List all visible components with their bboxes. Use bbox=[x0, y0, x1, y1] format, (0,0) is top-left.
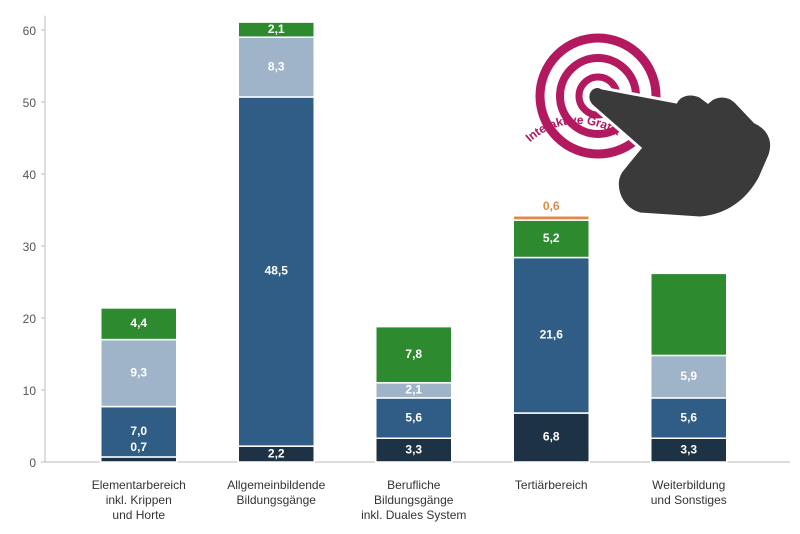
bar-segment bbox=[100, 456, 178, 463]
bar-segment bbox=[512, 256, 590, 414]
x-tick-label-line: inkl. Krippen bbox=[106, 493, 172, 507]
data-label: 9,3 bbox=[130, 365, 147, 379]
data-label: 48,5 bbox=[265, 264, 289, 278]
bar-segment bbox=[650, 272, 728, 357]
data-label: 5,6 bbox=[680, 410, 697, 424]
data-label: 2,1 bbox=[405, 383, 422, 397]
data-label: 4,4 bbox=[130, 316, 147, 330]
bar-segment bbox=[237, 21, 315, 38]
y-tick-label: 30 bbox=[23, 240, 37, 254]
y-tick-label: 0 bbox=[29, 456, 36, 470]
x-tick-label: Weiterbildung und Sonstiges bbox=[651, 478, 727, 507]
data-label: 7,0 bbox=[130, 424, 147, 438]
x-tick-label-line: Tertiärbereich bbox=[515, 478, 588, 492]
hand-icon[interactable] bbox=[586, 85, 774, 220]
x-tick-label: Tertiärbereich bbox=[515, 478, 588, 492]
x-tick-label-line: Weiterbildung bbox=[652, 478, 725, 492]
x-tick-label: Allgemeinbildende Bildungsgänge bbox=[227, 478, 325, 507]
y-tick-label: 50 bbox=[23, 96, 37, 110]
x-tick-label-line: Allgemeinbildende bbox=[227, 478, 325, 492]
x-tick-label: Elementarbereich inkl. Krippen und Horte bbox=[92, 478, 186, 522]
x-tick-label: Berufliche Bildungsgänge inkl. Duales Syst… bbox=[361, 478, 466, 522]
data-label: 5,6 bbox=[405, 410, 422, 424]
data-label: 5,2 bbox=[543, 231, 560, 245]
bar-segment bbox=[512, 412, 590, 463]
y-tick-label: 60 bbox=[23, 24, 37, 38]
y-tick-label: 40 bbox=[23, 168, 37, 182]
bar-segment bbox=[375, 325, 453, 384]
interactive-badge[interactable]: Interaktive Grafik bbox=[470, 33, 774, 220]
data-label: 7,8 bbox=[405, 347, 422, 361]
x-tick-label-line: und Sonstiges bbox=[651, 493, 727, 507]
x-tick-label-line: inkl. Duales System bbox=[361, 508, 466, 522]
data-label: 3,3 bbox=[680, 442, 697, 456]
data-label: 0,7 bbox=[130, 440, 147, 454]
x-tick-label-line: Bildungsgänge bbox=[237, 493, 317, 507]
bar-segment bbox=[100, 338, 178, 408]
data-label: 21,6 bbox=[540, 327, 564, 341]
data-label: 2,1 bbox=[268, 22, 285, 36]
data-label: 2,2 bbox=[268, 446, 285, 460]
data-label: 6,8 bbox=[543, 430, 560, 444]
data-label: 5,9 bbox=[680, 369, 697, 383]
bar-segment bbox=[650, 354, 728, 399]
bar-segment bbox=[237, 36, 315, 98]
bar-segment bbox=[375, 397, 453, 439]
x-tick-label-line: Berufliche bbox=[387, 478, 441, 492]
data-label: 8,3 bbox=[268, 59, 285, 73]
bar-segment bbox=[512, 215, 590, 221]
target-ring[interactable] bbox=[535, 33, 661, 159]
bar-segment bbox=[512, 219, 590, 259]
plot-area: 0 10 20 30 40 50 60 Elementarbereich inkl. Kripp… bbox=[23, 15, 790, 522]
data-label: 3,3 bbox=[405, 442, 422, 456]
data-label: 0,6 bbox=[543, 199, 560, 213]
y-tick-label: 10 bbox=[23, 384, 37, 398]
y-tick-label: 20 bbox=[23, 312, 37, 326]
bar-segment bbox=[100, 307, 178, 341]
x-tick-label-line: und Horte bbox=[112, 508, 165, 522]
x-tick-label-line: Bildungsgänge bbox=[374, 493, 454, 507]
x-tick-label-line: Elementarbereich bbox=[92, 478, 186, 492]
